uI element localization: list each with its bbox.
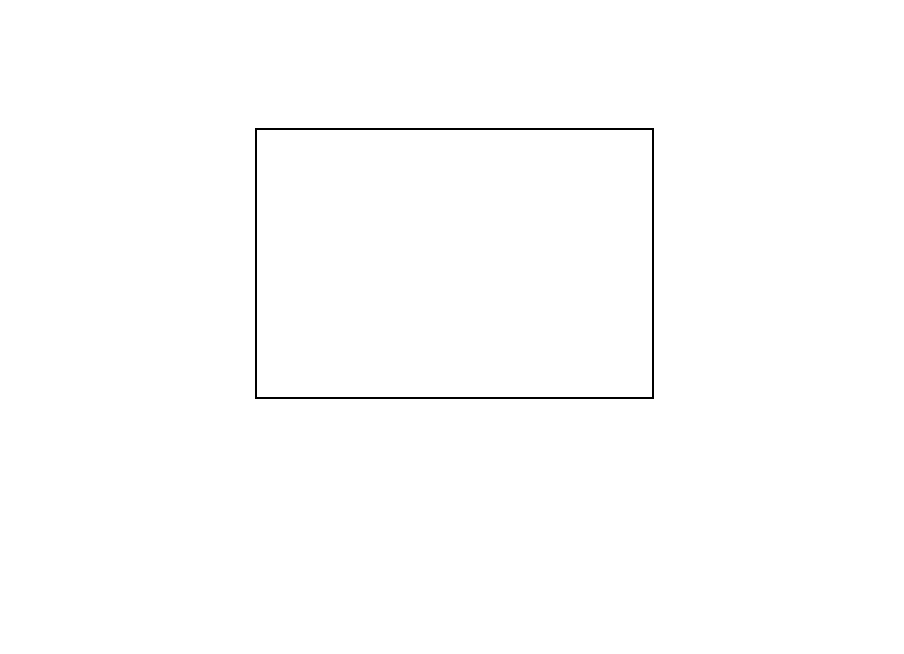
colorbar	[658, 156, 692, 396]
contour-field-canvas	[257, 130, 652, 397]
plot-area	[255, 128, 654, 399]
